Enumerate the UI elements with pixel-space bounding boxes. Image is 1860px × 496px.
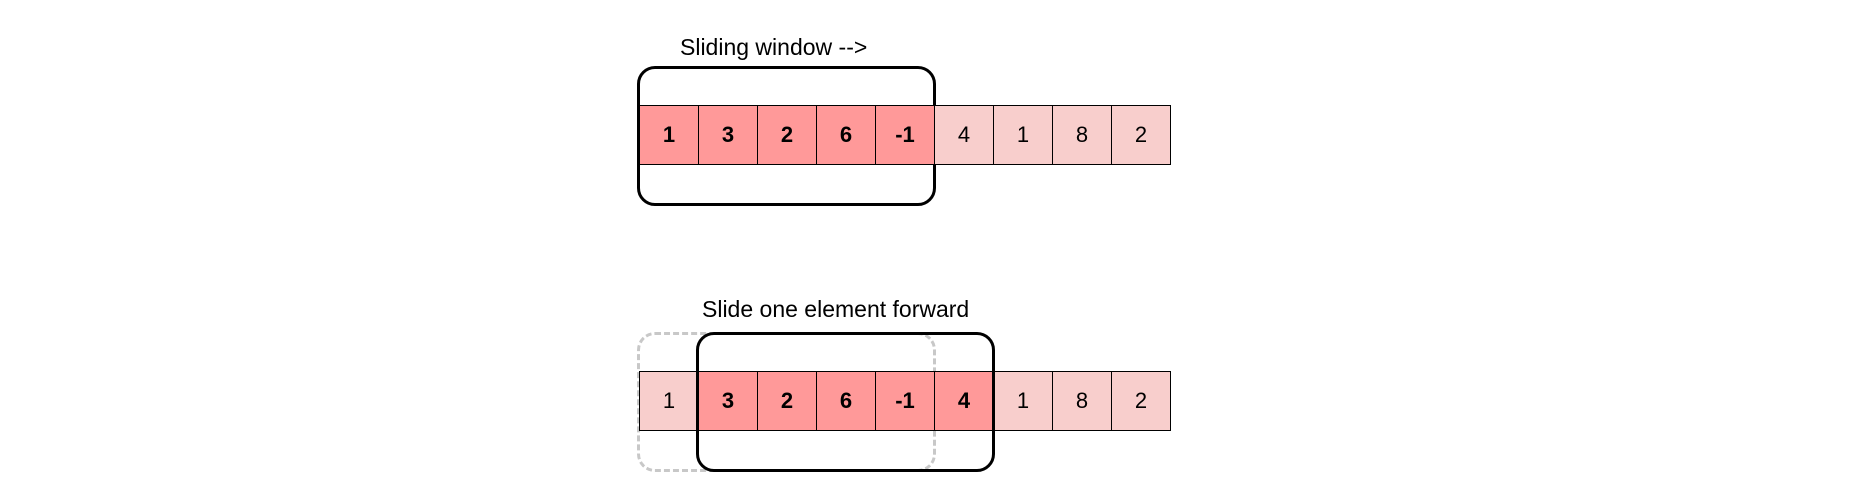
top-cell-1: 3 xyxy=(698,105,758,165)
top-cell-4: -1 xyxy=(875,105,935,165)
top-cell-5: 4 xyxy=(934,105,994,165)
top-cell-3: 6 xyxy=(816,105,876,165)
top-caption: Sliding window --> xyxy=(680,34,868,60)
top-cell-7: 8 xyxy=(1052,105,1112,165)
bottom-cell-0: 1 xyxy=(639,371,699,431)
bottom-array: 1 3 2 6 -1 4 1 8 2 xyxy=(639,371,1171,431)
top-cell-6: 1 xyxy=(993,105,1053,165)
bottom-cell-5: 4 xyxy=(934,371,994,431)
bottom-cell-8: 2 xyxy=(1111,371,1171,431)
bottom-cell-3: 6 xyxy=(816,371,876,431)
top-array: 1 3 2 6 -1 4 1 8 2 xyxy=(639,105,1171,165)
top-cell-2: 2 xyxy=(757,105,817,165)
top-cell-0: 1 xyxy=(639,105,699,165)
slid-window-frame xyxy=(696,332,995,472)
top-cell-8: 2 xyxy=(1111,105,1171,165)
bottom-caption: Slide one element forward xyxy=(702,296,970,322)
bottom-cell-7: 8 xyxy=(1052,371,1112,431)
bottom-cell-6: 1 xyxy=(993,371,1053,431)
